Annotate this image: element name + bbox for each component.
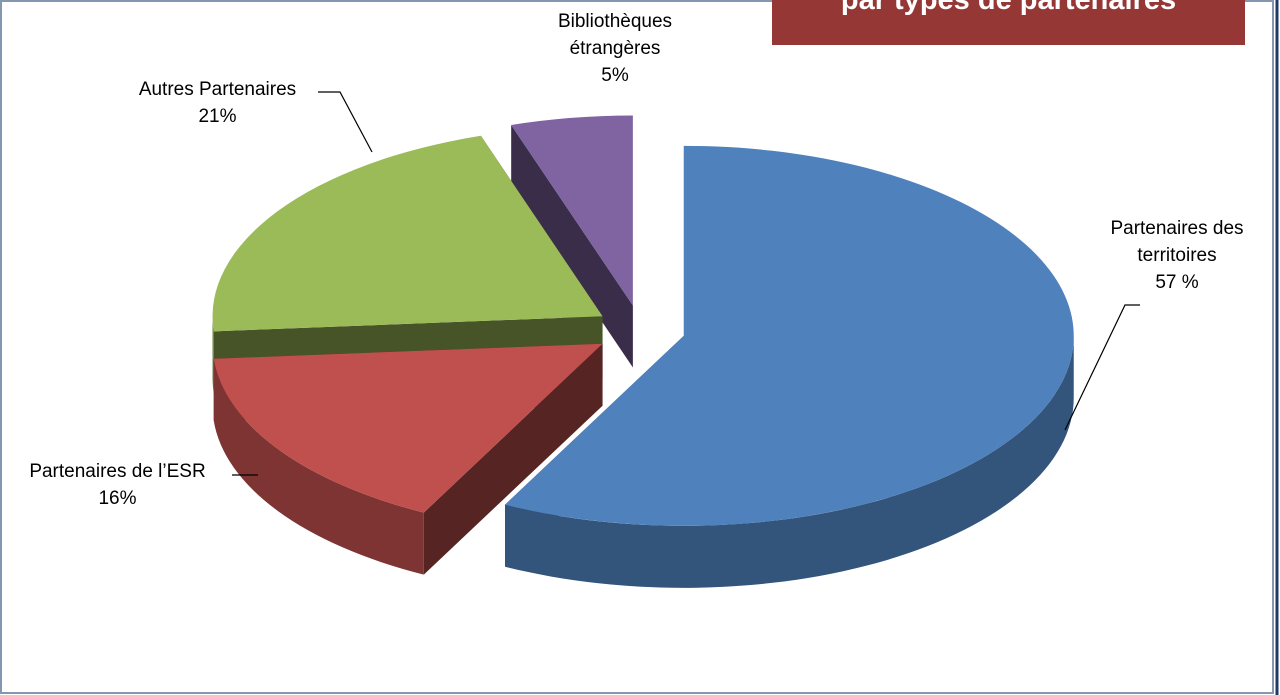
leader-line (318, 91, 373, 153)
value-label: 16% (98, 488, 137, 509)
category-label: Bibliothèques étrangères (557, 11, 673, 59)
title-box: par types de partenaires (772, 0, 1245, 45)
value-label: 5% (601, 65, 629, 86)
slice (505, 145, 1074, 526)
slice-label: Bibliothèques étrangères 5% (520, 8, 710, 89)
slice-side (212, 316, 214, 394)
category-label: Partenaires de l’ESR (29, 461, 206, 482)
slice-label: Partenaires de l’ESR 16% (0, 458, 235, 512)
slices (212, 115, 1074, 588)
slice (213, 343, 603, 513)
slice-label: Autres Partenaires 21% (100, 76, 335, 130)
value-label: 57 % (1155, 272, 1199, 293)
slice-side (505, 335, 1074, 588)
category-label: Autres Partenaires (138, 79, 297, 100)
slice (511, 115, 633, 306)
chart-title: par types de partenaires (840, 0, 1177, 16)
category-label: Partenaires des territoires (1110, 218, 1244, 266)
slice (212, 135, 603, 332)
value-label: 21% (198, 106, 237, 127)
leader-lines (232, 91, 1140, 476)
slice-wall (511, 125, 633, 368)
leader-line (1064, 304, 1140, 431)
slice-side (213, 358, 424, 575)
slice-label: Partenaires des territoires 57 % (1082, 215, 1272, 296)
